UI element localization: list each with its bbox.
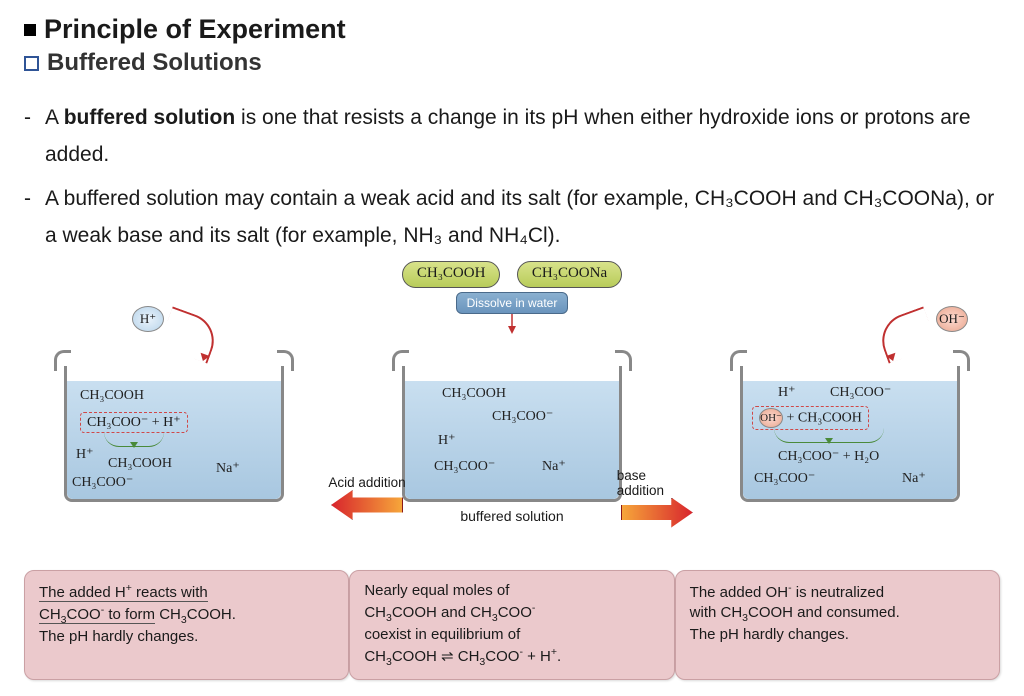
dash-bullet: - — [24, 180, 31, 255]
definition-text: A buffered solution is one that resists … — [45, 99, 1000, 174]
pill-acid: CH₃COOH — [402, 261, 501, 288]
base-addition-label: base addition — [617, 468, 697, 498]
pill-salt: CH₃COONa — [517, 261, 622, 288]
green-combine-icon — [774, 428, 884, 443]
open-square-icon — [24, 56, 39, 71]
left-note: The added H+ reacts with CH3COO- to form… — [24, 570, 349, 681]
mid-note: Nearly equal moles of CH3COOH and CH3COO… — [349, 570, 674, 681]
green-combine-icon — [104, 432, 164, 447]
composition-text: A buffered solution may contain a weak a… — [45, 180, 1000, 255]
page-subtitle: Buffered Solutions — [47, 49, 262, 77]
dash-bullet: - — [24, 99, 31, 174]
left-arrow-icon — [331, 490, 403, 520]
square-bullet-icon — [24, 24, 36, 36]
dissolve-label: Dissolve in water — [456, 292, 569, 314]
oh-minus-ion-icon: OH⁻ — [936, 306, 968, 332]
h-plus-ion-icon: H⁺ — [132, 306, 164, 332]
page-title: Principle of Experiment — [44, 14, 346, 45]
right-note: The added OH- is neutralized with CH3COO… — [675, 570, 1000, 681]
right-arrow-icon — [621, 498, 693, 528]
acid-addition-label: Acid addition — [328, 475, 405, 490]
